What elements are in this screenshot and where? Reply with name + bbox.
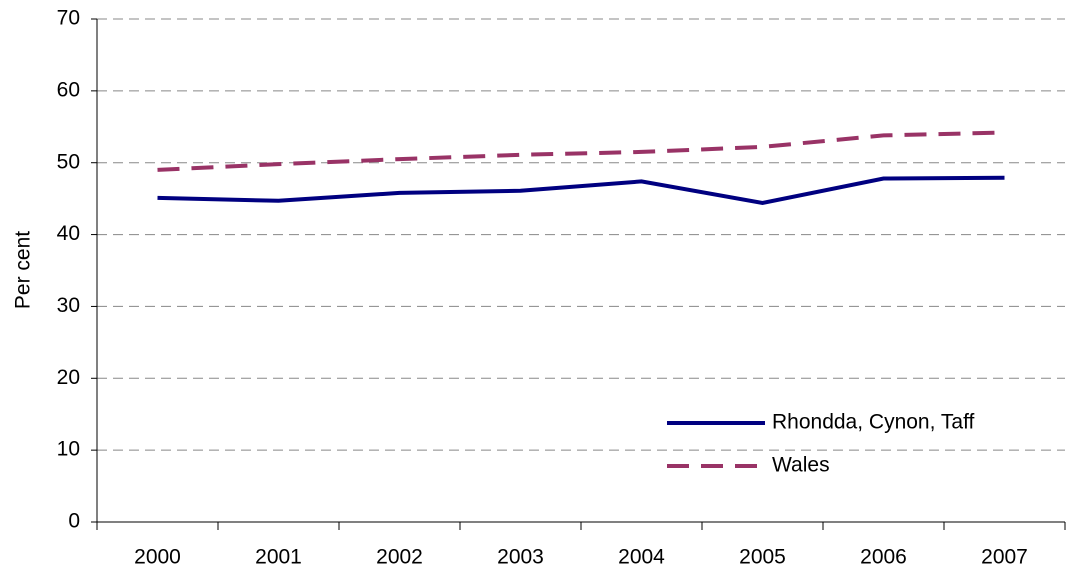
y-tick-label: 50 xyxy=(57,150,80,173)
series-line xyxy=(157,130,1005,172)
series-line xyxy=(157,175,1005,205)
legend-label: Rhondda, Cynon, Taff xyxy=(772,411,975,434)
x-tick-label: 2004 xyxy=(618,546,665,569)
x-tick-label: 2000 xyxy=(134,546,181,569)
y-axis-label: Per cent xyxy=(12,231,35,309)
y-tick-label: 40 xyxy=(57,222,80,245)
x-tick-label: 2005 xyxy=(739,546,786,569)
y-tick-label: 30 xyxy=(57,294,80,317)
y-tick-label: 20 xyxy=(57,366,80,389)
x-tick-label: 2001 xyxy=(255,546,302,569)
x-tick-label: 2006 xyxy=(860,546,907,569)
x-tick-label: 2007 xyxy=(981,546,1028,569)
y-tick-label: 70 xyxy=(57,7,80,30)
x-tick-label: 2002 xyxy=(376,546,423,569)
legend-label: Wales xyxy=(772,454,830,477)
x-tick-label: 2003 xyxy=(497,546,544,569)
y-tick-label: 0 xyxy=(68,510,80,533)
y-tick-label: 60 xyxy=(57,78,80,101)
y-tick-label: 10 xyxy=(57,438,80,461)
